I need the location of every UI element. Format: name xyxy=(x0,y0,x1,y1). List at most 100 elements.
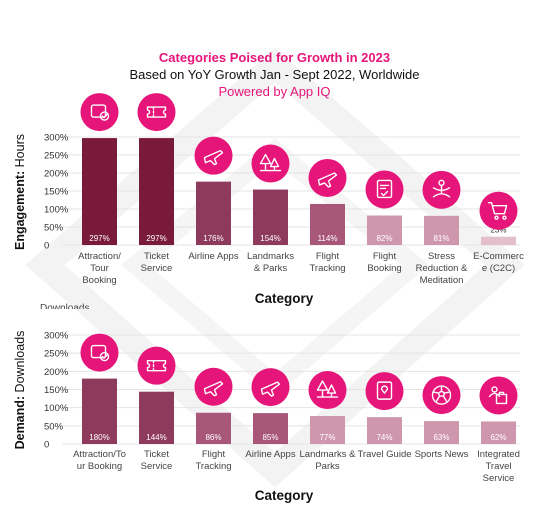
x-tick-label: Ticket xyxy=(144,251,169,262)
bar xyxy=(481,236,516,245)
y-axis-label-bold: Engagement: xyxy=(13,171,27,250)
data-label: 82% xyxy=(376,234,392,243)
x-axis-label: Category xyxy=(255,488,314,503)
x-tick-label: & Parks xyxy=(254,263,288,274)
x-tick-label: ur Booking xyxy=(77,461,122,472)
y-tick-label: 50% xyxy=(44,223,64,234)
bar xyxy=(82,138,117,245)
data-label: 62% xyxy=(490,433,506,442)
data-label: 81% xyxy=(433,234,449,243)
x-tick-label: Flight xyxy=(202,449,226,460)
bar xyxy=(253,189,288,245)
y-axis-label: Engagement: Hours xyxy=(13,134,27,250)
x-tick-label: Attraction/To xyxy=(73,449,126,460)
x-tick-label: Ticket xyxy=(144,449,169,460)
y-tick-label: 200% xyxy=(44,367,69,378)
meditation-icon xyxy=(422,170,461,209)
x-tick-label: Airline Apps xyxy=(245,449,295,460)
bar xyxy=(424,421,459,444)
data-label: 176% xyxy=(203,234,223,243)
x-tick-label: Reduction & xyxy=(416,263,468,274)
y-axis-label-rest: Hours xyxy=(13,134,27,171)
y-tick-label: 150% xyxy=(44,187,69,198)
y-tick-label: 50% xyxy=(44,421,64,432)
x-tick-label: Attraction/ xyxy=(78,251,121,262)
booking-check-icon xyxy=(365,170,404,209)
powered-by-text: Powered by App IQ xyxy=(218,84,331,99)
ticket-check-icon xyxy=(80,333,119,372)
x-tick-label: Landmarks & xyxy=(300,449,357,460)
shopping-cart-icon xyxy=(479,191,518,230)
bar xyxy=(310,203,345,245)
bar xyxy=(196,181,231,245)
x-tick-label: Flight xyxy=(373,251,397,262)
y-tick-label: 300% xyxy=(44,133,69,144)
bar xyxy=(481,421,516,444)
x-tick-label: Booking xyxy=(82,275,116,286)
plane-icon xyxy=(194,367,233,406)
data-label: 297% xyxy=(146,234,166,243)
chart-title: Categories Poised for Growth in 2023 xyxy=(158,50,391,65)
y-tick-label: 250% xyxy=(44,349,69,360)
y-tick-label: 300% xyxy=(44,331,69,342)
x-tick-label: Travel xyxy=(485,461,511,472)
trees-icon xyxy=(308,371,347,410)
plane-icon xyxy=(308,158,347,197)
travel-service-icon xyxy=(479,376,518,415)
clipped-axis-label: Downloads xyxy=(40,303,90,309)
data-label: 114% xyxy=(318,234,338,243)
data-label: 154% xyxy=(260,234,280,243)
x-tick-label: Stress xyxy=(428,251,455,262)
x-tick-label: Tracking xyxy=(195,461,231,472)
x-tick-label: e (C2C) xyxy=(482,263,515,274)
bar xyxy=(139,138,174,245)
map-icon xyxy=(365,372,404,411)
x-tick-label: E-Commerc xyxy=(473,251,524,262)
x-tick-label: Landmarks xyxy=(247,251,294,262)
y-tick-label: 0 xyxy=(44,241,49,252)
chart-panel-2: 0 50% 100% 150% 200% 250% 300% Demand: Download… xyxy=(13,331,520,503)
ticket-icon xyxy=(137,346,176,385)
chart-subtitle: Based on YoY Growth Jan - Sept 2022, Wor… xyxy=(129,67,420,82)
y-tick-label: 150% xyxy=(44,385,69,396)
data-label: 74% xyxy=(376,433,392,442)
bar xyxy=(424,215,459,245)
data-label: 77% xyxy=(319,433,335,442)
bar xyxy=(196,412,231,444)
y-axis-label-bold: Demand: xyxy=(13,396,27,449)
x-tick-label: Service xyxy=(141,461,173,472)
chart-panel-1: 0 50% 100% 150% 200% 250% 300% Engagement: Hour… xyxy=(13,93,524,306)
bar xyxy=(310,416,345,444)
y-axis-label-rest: Downloads xyxy=(13,331,27,396)
y-tick-label: 200% xyxy=(44,169,69,180)
bar xyxy=(367,215,402,245)
trees-icon xyxy=(251,144,290,183)
x-tick-label: Tracking xyxy=(309,263,345,274)
data-label: 85% xyxy=(262,433,278,442)
x-tick-label: Travel Guide xyxy=(357,449,411,460)
data-label: 63% xyxy=(433,433,449,442)
y-tick-label: 250% xyxy=(44,151,69,162)
x-tick-label: Service xyxy=(483,473,515,484)
y-tick-label: 100% xyxy=(44,205,69,216)
x-axis-label: Category xyxy=(255,291,314,306)
ball-icon xyxy=(422,376,461,415)
bar xyxy=(139,391,174,444)
data-label: 23% xyxy=(490,226,506,235)
x-tick-label: Meditation xyxy=(420,275,464,286)
data-label: 297% xyxy=(89,234,109,243)
x-tick-label: Tour xyxy=(90,263,108,274)
x-tick-label: Airline Apps xyxy=(188,251,238,262)
plane-icon xyxy=(251,368,290,407)
plane-icon xyxy=(194,136,233,175)
data-label: 86% xyxy=(205,433,221,442)
data-label: 180% xyxy=(89,433,109,442)
x-tick-label: Parks xyxy=(315,461,340,472)
x-tick-label: Integrated xyxy=(477,449,520,460)
ticket-icon xyxy=(137,93,176,132)
x-tick-label: Flight xyxy=(316,251,340,262)
x-tick-label: Booking xyxy=(367,263,401,274)
bar xyxy=(367,417,402,444)
